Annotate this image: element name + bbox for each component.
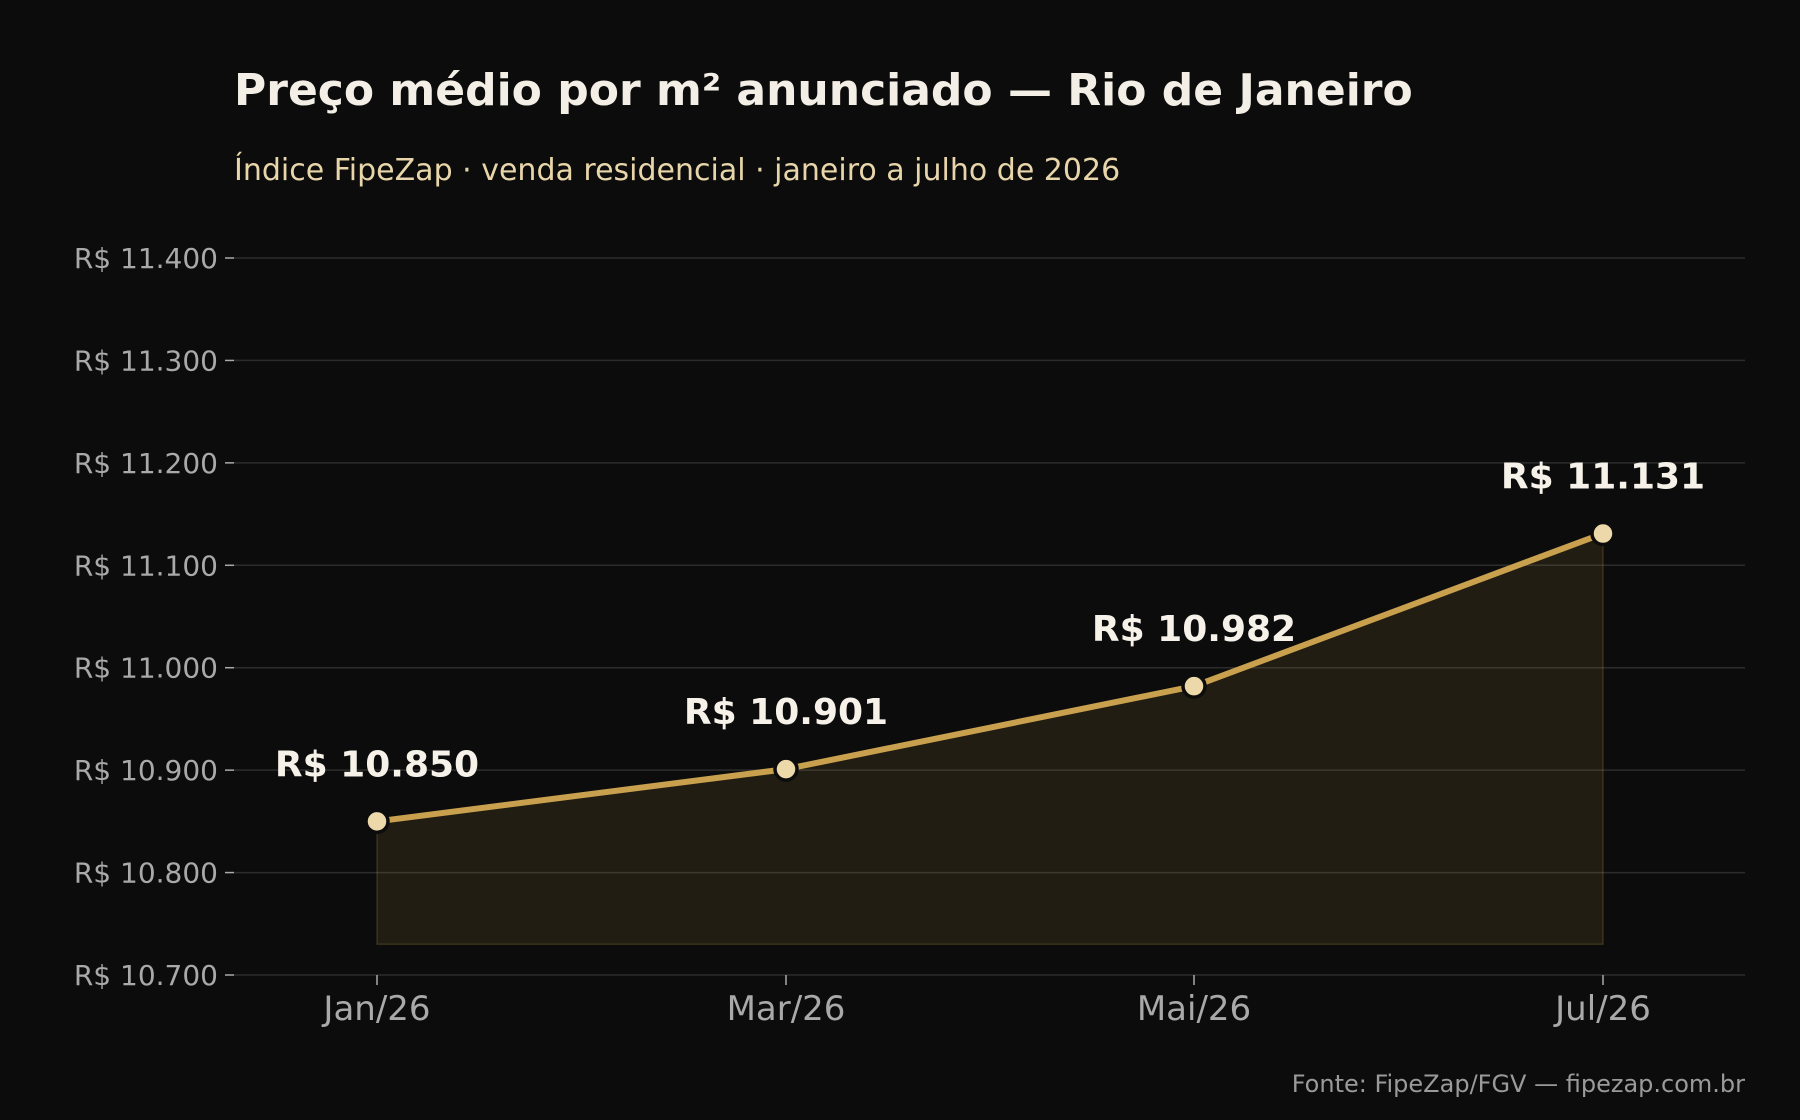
data-point (773, 756, 799, 782)
y-tick-label: R$ 11.200 (74, 447, 218, 480)
data-label: R$ 10.901 (684, 692, 888, 733)
data-label: R$ 10.982 (1092, 609, 1296, 650)
x-tick-label: Mar/26 (727, 989, 846, 1029)
data-labels: R$ 10.850 R$ 10.901 R$ 10.982 R$ 11.131 (275, 457, 1705, 786)
y-tick-label: R$ 11.400 (74, 242, 218, 275)
y-tick-label: R$ 10.800 (74, 857, 218, 890)
axes: R$ 10.700 R$ 10.800 R$ 10.900 R$ 11.000 R$ 1… (74, 242, 1651, 1029)
x-tick-label: Mai/26 (1137, 989, 1251, 1029)
source-note: Fonte: FipeZap/FGV — fipezap.com.br (1292, 1070, 1745, 1098)
y-tick-label: R$ 10.700 (74, 959, 218, 992)
chart-subtitle: Índice FipeZap · venda residencial · jan… (234, 152, 1120, 188)
data-label: R$ 11.131 (1501, 457, 1705, 498)
y-tick-label: R$ 11.300 (74, 344, 218, 377)
y-tick-label: R$ 11.000 (74, 652, 218, 685)
data-label: R$ 10.850 (275, 744, 479, 785)
series-line-group (374, 530, 1606, 825)
x-tick-label: Jul/26 (1553, 989, 1651, 1029)
y-tick-label: R$ 11.100 (74, 549, 218, 582)
x-tick-label: Jan/26 (321, 989, 430, 1029)
y-tick-label: R$ 10.900 (74, 754, 218, 787)
chart-title: Preço médio por m² anunciado — Rio de Ja… (234, 65, 1413, 116)
data-point (1590, 520, 1616, 547)
data-point (1181, 673, 1207, 699)
markers (364, 520, 1616, 835)
grid-lines (234, 257, 1745, 976)
series-line (374, 530, 1606, 825)
data-point (364, 808, 390, 835)
